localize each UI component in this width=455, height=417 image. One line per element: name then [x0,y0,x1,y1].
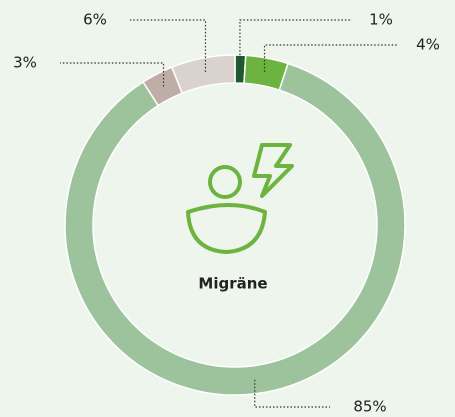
icon-bolt [252,143,294,198]
icon-body [186,203,267,254]
value-label: 4% [416,36,440,54]
icon [186,143,294,254]
leader-line [254,379,330,408]
center-label: Migräne [198,275,267,293]
value-label: 1% [369,11,393,29]
icon-head [208,165,242,199]
leader-line [239,19,352,70]
donut-slice [64,62,406,396]
value-label: 85% [353,398,386,416]
leader-line [263,44,398,72]
leader-line [130,19,207,72]
leader-line [60,62,165,87]
value-label: 3% [13,54,37,72]
value-label: 6% [83,11,107,29]
donut-slice [170,54,236,95]
